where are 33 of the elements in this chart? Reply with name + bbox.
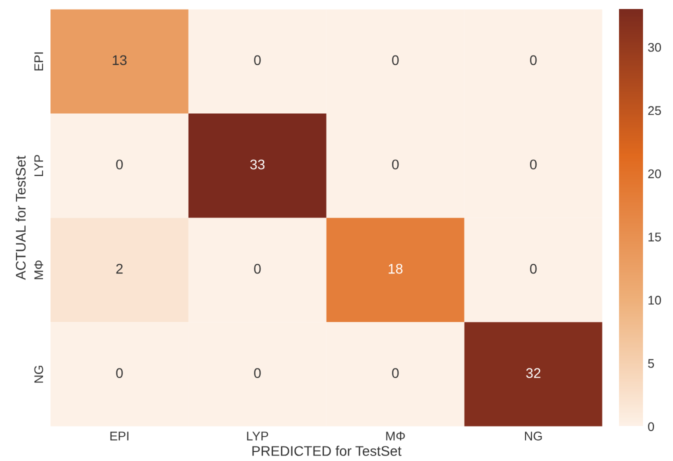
y-tick-label: LYP: [34, 154, 44, 176]
color-bar-label: 15: [648, 232, 661, 242]
color-bar-label: 0: [648, 422, 654, 432]
data-label: 0: [254, 264, 261, 274]
y-tick-label: MΦ: [34, 260, 44, 280]
y-axis-title: ACTUAL for TestSet: [15, 156, 26, 280]
color-bar-label: 25: [648, 106, 661, 116]
color-bar-label: 30: [648, 42, 661, 52]
data-label: 0: [254, 368, 261, 378]
data-label: 2: [116, 264, 123, 274]
color-bar-label: 20: [648, 169, 661, 178]
data-label: 0: [392, 55, 399, 66]
data-label: 0: [254, 55, 261, 66]
x-tick-label: LYP: [247, 432, 268, 440]
y-tick-label: NG: [34, 366, 44, 383]
data-label: 33: [250, 160, 265, 170]
x-axis-title: PREDICTED for TestSet: [252, 446, 402, 456]
data-label: 0: [116, 160, 123, 170]
color-bar-label: 5: [648, 359, 654, 368]
data-label: 0: [116, 368, 123, 378]
x-tick-label: EPI: [110, 432, 128, 440]
data-label: 0: [530, 160, 537, 170]
data-label: 0: [392, 368, 399, 378]
data-label: 13: [112, 55, 127, 66]
y-tick-label: EPI: [34, 52, 44, 70]
data-label: 0: [530, 264, 537, 274]
data-label: 32: [526, 368, 540, 378]
x-tick-label: MΦ: [386, 432, 405, 440]
data-label: 0: [392, 160, 399, 170]
data-label: 18: [388, 264, 403, 274]
x-tick-label: NG: [525, 432, 542, 440]
data-label: 0: [530, 55, 537, 66]
color-bar-label: 10: [648, 296, 661, 305]
